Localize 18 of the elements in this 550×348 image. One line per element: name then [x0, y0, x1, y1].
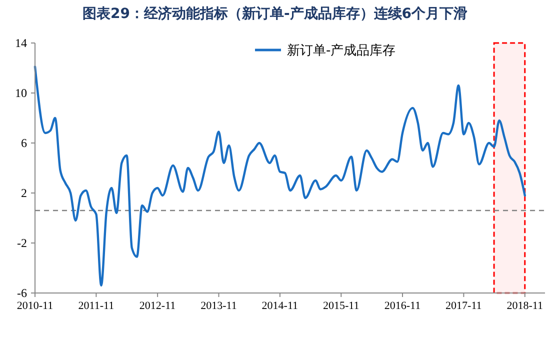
- legend-label: 新订单-产成品库存: [287, 44, 396, 59]
- chart-title: 图表29：经济动能指标（新订单-产成品库存）连续6个月下滑: [82, 5, 468, 22]
- x-tick-label: 2011-11: [78, 300, 114, 312]
- x-tick-label: 2018-11: [506, 300, 544, 312]
- x-tick-label: 2014-11: [262, 300, 298, 312]
- y-tick-label: 10: [15, 86, 27, 100]
- x-tick-label: 2016-11: [384, 300, 421, 312]
- line-series: [34, 66, 526, 287]
- y-tick-label: 2: [21, 186, 27, 200]
- y-tick-label: 6: [21, 136, 27, 150]
- y-tick-label: -2: [17, 236, 27, 250]
- x-tick-label: 2012-11: [139, 300, 176, 312]
- x-tick-label: 2015-11: [323, 300, 360, 312]
- x-tick-label: 2010-11: [16, 300, 54, 312]
- x-tick-label: 2013-11: [200, 300, 237, 312]
- y-tick-label: 14: [15, 36, 27, 50]
- y-tick-label: -6: [17, 286, 27, 300]
- x-tick-label: 2017-11: [446, 300, 482, 312]
